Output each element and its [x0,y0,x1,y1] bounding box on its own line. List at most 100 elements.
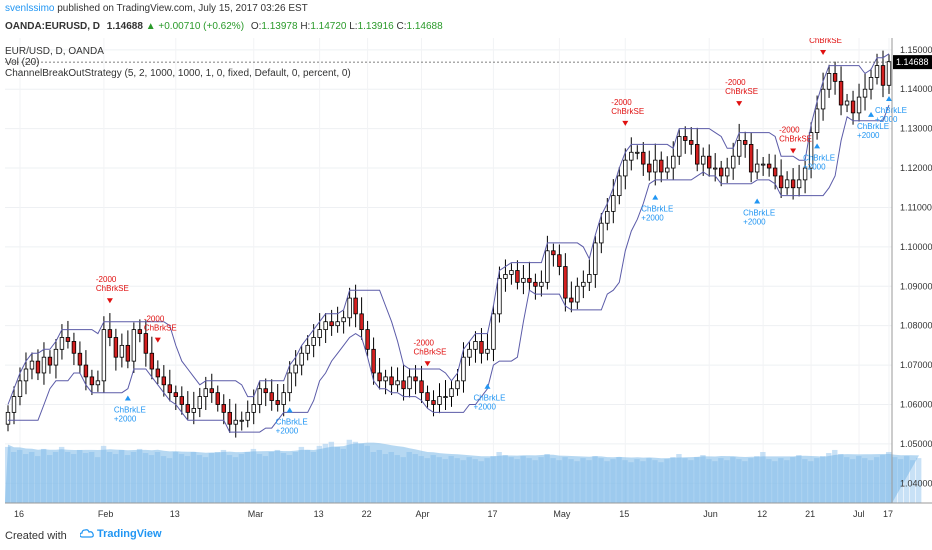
short-signal-arrow-icon [736,101,743,107]
candle-down [718,167,724,177]
candle-up [844,100,850,106]
candle-up [11,396,17,413]
candle-down [557,254,562,267]
long-signal-label: +2000 [743,218,766,227]
candle-up [287,372,292,394]
time-tick-label: May [553,509,571,519]
legend-strategy[interactable]: ChannelBreakOutStrategy (5, 2, 1000, 100… [5,68,351,79]
candle-down [35,360,41,374]
candle-up [335,321,340,327]
candle-down [221,404,226,413]
long-signal-arrow-icon [286,407,293,413]
candle-down [71,341,77,354]
candle-down [707,155,712,169]
candle-down [149,352,155,370]
candle-down [413,376,418,382]
tradingview-brand: TradingView [97,528,162,540]
open-value: 1.13978 [261,21,298,32]
candle-up [119,344,125,358]
short-signal-label: -2000 [414,338,435,347]
candle-up [437,396,442,405]
candle-up [383,376,388,382]
candle-down [263,388,268,394]
candle-down [689,140,694,145]
price-tick-label: 1.15000 [900,45,932,55]
candle-up [23,368,29,382]
candle-down [389,376,394,386]
long-signal-label: +2000 [803,162,826,171]
candle-up [497,277,502,315]
candle-up [197,396,202,409]
candle-up [131,329,137,362]
candle-up [671,155,676,169]
chart-area[interactable]: -2000 ChBrkSE -2000 ChBrkSE ChBrkLE +2000 ChBr… [0,0,932,525]
candle-up [724,167,730,177]
tradingview-logo[interactable]: TradingView [80,528,162,540]
candle-up [856,96,862,114]
volume-layer [5,439,922,503]
candle-up [461,356,466,382]
time-tick-label: Feb [98,509,114,519]
candle-up [713,167,718,170]
candle-up [257,388,262,405]
candle-down [766,163,772,169]
candle-layer [5,50,892,438]
candle-down [77,352,83,366]
symbol: OANDA:EURUSD, D [5,21,100,32]
volume-bar [909,460,916,503]
long-signal-label: ChBrkLE [803,153,835,162]
long-signal-label: ChBrkLE [641,205,673,214]
candle-up [760,163,766,166]
legend-pair[interactable]: EUR/USD, D, OANDA [5,46,104,57]
price-tick-label: 1.09000 [900,281,932,291]
long-signal-label: ChBrkLE [875,106,907,115]
candle-up [311,337,316,346]
candle-up [593,242,598,275]
chart-legend: EUR/USD, D, OANDA Vol (20) ChannelBreakO… [5,46,351,79]
candle-down [215,392,220,405]
candle-up [814,108,820,133]
candle-down [329,321,334,327]
candle-down [269,392,274,401]
candle-down [742,140,748,145]
time-tick-label: Jul [853,509,865,519]
candle-down [371,348,376,374]
candle-down [107,329,113,338]
publish-line: svenlssimo published on TradingView.com,… [5,3,308,14]
candle-up [473,341,478,350]
created-with-text: Created with [5,530,67,542]
short-signal-label: -2000 [96,275,117,284]
symbol-line: OANDA:EURUSD, D 1.14688 ▲ +0.00710 (+0.6… [5,21,443,32]
candle-down [185,404,190,413]
long-signal-label: +2000 [857,131,880,140]
candle-down [683,136,688,141]
candle-up [485,348,490,354]
candle-down [89,376,95,386]
candle-up [443,396,448,399]
candle-down [359,313,364,331]
time-tick-label: 13 [314,509,324,519]
long-signal-label: ChBrkLE [276,417,308,426]
short-signal-arrow-icon [622,120,629,126]
candle-up [599,222,604,244]
short-signal-arrow-icon [820,49,827,55]
candle-down [113,337,119,358]
candle-down [563,266,568,299]
legend-volume[interactable]: Vol (20) [5,57,40,68]
tradingview-cloud-icon [80,529,94,538]
candle-down [173,392,179,398]
time-tick-label: 13 [170,509,180,519]
candle-up [95,380,101,386]
candle-down [227,411,232,425]
time-tick-label: Apr [416,509,430,519]
candle-up [245,411,250,421]
long-signal-label: ChBrkLE [114,406,146,415]
candle-down [365,329,370,350]
long-signal-arrow-icon [484,383,491,389]
candle-down [641,151,646,165]
candle-down [647,163,652,173]
short-signal-label: ChBrkSE [809,38,842,45]
publisher-name[interactable]: svenlssimo [5,3,55,14]
candle-up [635,151,640,154]
